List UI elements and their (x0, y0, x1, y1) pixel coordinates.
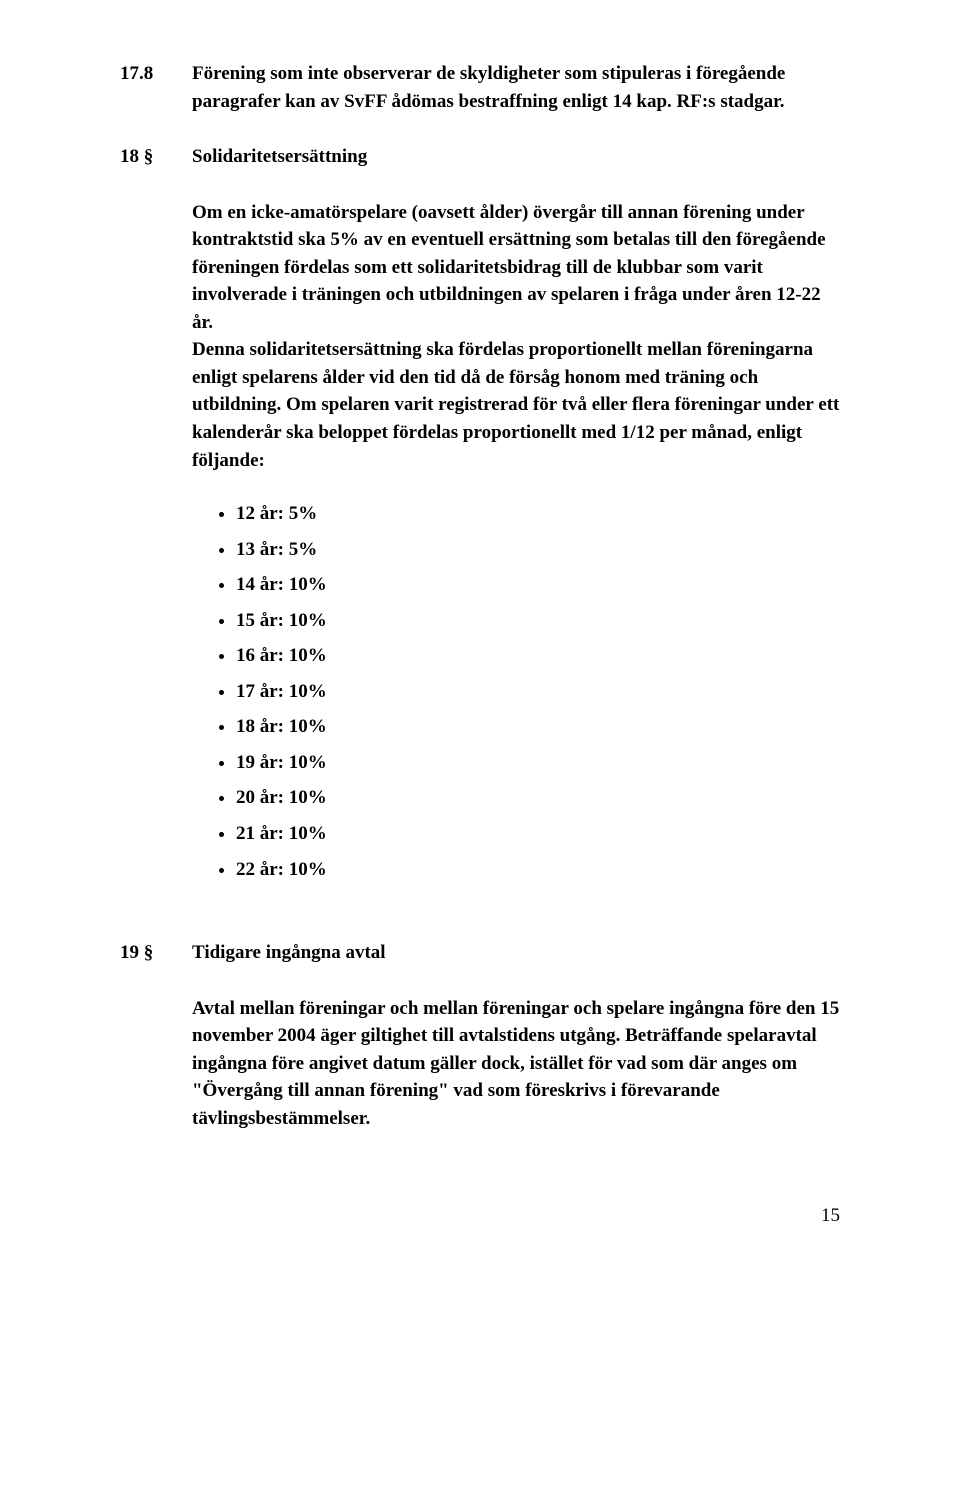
paragraph-body: Tidigare ingångna avtal Avtal mellan för… (192, 939, 840, 1132)
paragraph-number: 19 § (120, 939, 192, 1132)
paragraph-number: 18 § (120, 143, 192, 911)
list-item: 17 år: 10% (236, 678, 840, 706)
section-title: Solidaritetsersättning (192, 143, 840, 171)
list-item: 20 år: 10% (236, 784, 840, 812)
section-title: Tidigare ingångna avtal (192, 939, 840, 967)
list-item: 13 år: 5% (236, 536, 840, 564)
paragraph-19: 19 § Tidigare ingångna avtal Avtal mella… (120, 939, 840, 1132)
paragraph-text: Denna solidaritetsersättning ska fördela… (192, 336, 840, 474)
list-item: 19 år: 10% (236, 749, 840, 777)
paragraph-body: Solidaritetsersättning Om en icke-amatör… (192, 143, 840, 911)
age-percent-list: 12 år: 5% 13 år: 5% 14 år: 10% 15 år: 10% 16… (192, 500, 840, 883)
paragraph-text: Avtal mellan föreningar och mellan fören… (192, 995, 840, 1133)
paragraph-number: 17.8 (120, 60, 192, 115)
page-number: 15 (120, 1202, 840, 1230)
paragraph-17-8: 17.8 Förening som inte observerar de sky… (120, 60, 840, 115)
paragraph-text: Om en icke-amatörspelare (oavsett ålder)… (192, 199, 840, 337)
list-item: 18 år: 10% (236, 713, 840, 741)
list-item: 14 år: 10% (236, 571, 840, 599)
list-item: 12 år: 5% (236, 500, 840, 528)
paragraph-18: 18 § Solidaritetsersättning Om en icke-a… (120, 143, 840, 911)
list-item: 16 år: 10% (236, 642, 840, 670)
list-item: 21 år: 10% (236, 820, 840, 848)
list-item: 22 år: 10% (236, 856, 840, 884)
paragraph-body: Förening som inte observerar de skyldigh… (192, 60, 840, 115)
list-item: 15 år: 10% (236, 607, 840, 635)
